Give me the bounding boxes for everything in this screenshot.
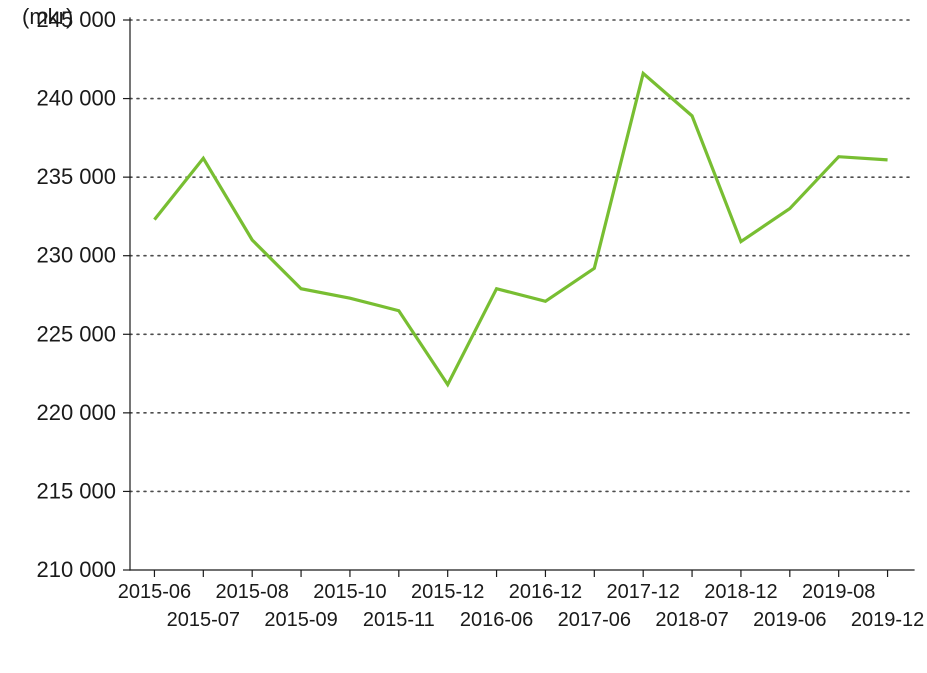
x-tick-label: 2015-09: [264, 609, 337, 631]
x-tick-label: 2016-12: [509, 581, 582, 603]
x-tick-label: 2015-06: [118, 581, 191, 603]
y-tick-label: 225 000: [36, 321, 116, 346]
x-tick-label: 2015-12: [411, 581, 484, 603]
y-tick-label: 235 000: [36, 164, 116, 189]
chart-svg: (mkr)210 000215 000220 000225 000230 000…: [0, 0, 927, 673]
x-tick-label: 2015-11: [363, 609, 435, 631]
y-tick-label: 215 000: [36, 478, 116, 503]
y-tick-label: 210 000: [36, 557, 116, 582]
x-tick-label: 2015-07: [167, 609, 240, 631]
chart-background: [0, 0, 927, 673]
x-tick-label: 2018-12: [704, 581, 777, 603]
y-tick-label: 230 000: [36, 243, 116, 268]
x-tick-label: 2019-12: [851, 609, 924, 631]
x-tick-label: 2019-08: [802, 581, 875, 603]
line-chart: (mkr)210 000215 000220 000225 000230 000…: [0, 0, 927, 673]
x-tick-label: 2015-08: [215, 581, 288, 603]
y-tick-label: 240 000: [36, 86, 116, 111]
x-tick-label: 2017-06: [558, 609, 631, 631]
x-tick-label: 2018-07: [655, 609, 728, 631]
x-tick-label: 2015-10: [313, 581, 386, 603]
x-tick-label: 2019-06: [753, 609, 826, 631]
x-tick-label: 2017-12: [606, 581, 679, 603]
y-tick-label: 220 000: [36, 400, 116, 425]
x-tick-label: 2016-06: [460, 609, 533, 631]
y-tick-label: 245 000: [36, 7, 116, 32]
